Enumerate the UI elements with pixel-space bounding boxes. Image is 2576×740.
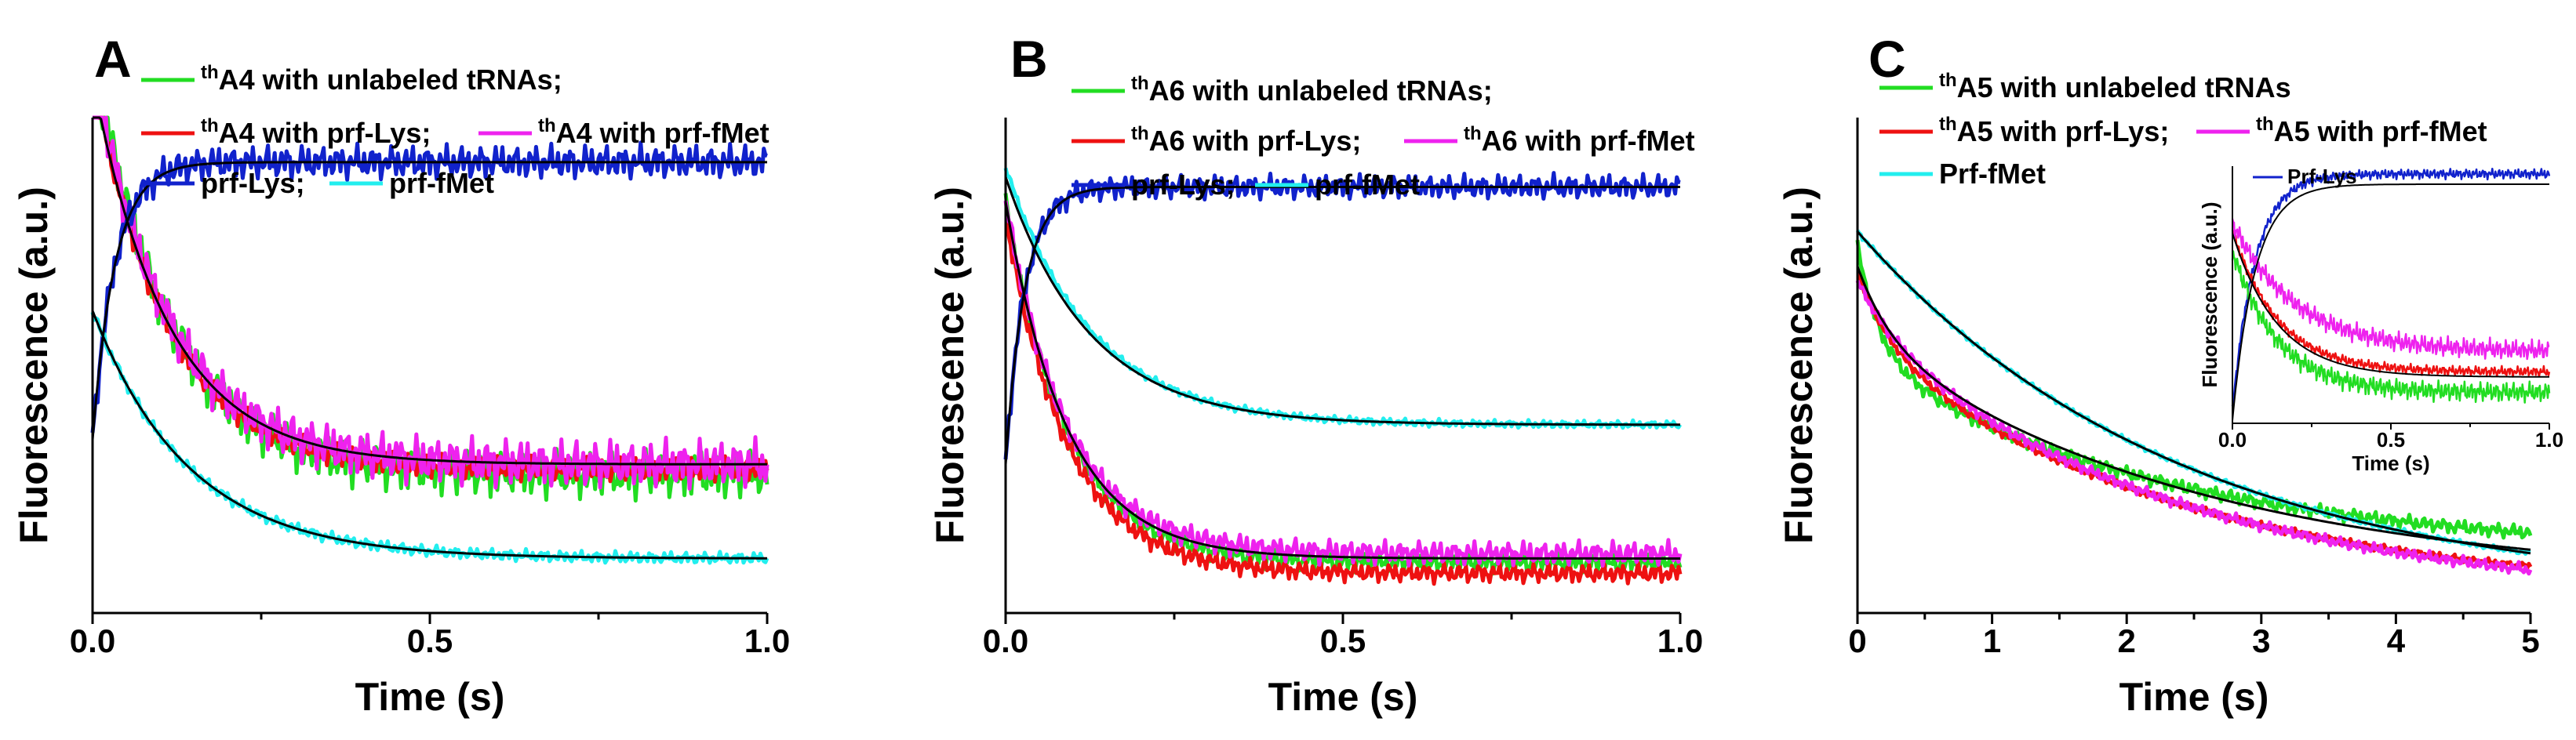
- fit-curve: [1004, 201, 1680, 560]
- legend-label-a-green: thA4 with unlabeled tRNAs;: [201, 62, 562, 96]
- legend-label-c-cyan: Prf-fMet: [1939, 158, 2046, 190]
- legend-label-b-cyan: prf-fMet: [1315, 169, 1420, 201]
- series-red-line: [2231, 230, 2551, 378]
- x-tick-label: 1: [1983, 622, 2001, 659]
- x-tick-label: 5: [2521, 622, 2539, 659]
- legend-label-b-blue: prf-Lys;: [1131, 169, 1235, 201]
- fit-curve: [2232, 183, 2549, 421]
- series-blue-line: [1003, 171, 1681, 460]
- legend-label-c-magenta: thA5 with prf-fMet: [2256, 114, 2487, 147]
- legend-label-a-blue: prf-Lys;: [201, 167, 305, 199]
- legend-label-c-green: thA5 with unlabeled tRNAs: [1939, 70, 2291, 103]
- x-tick-label: 0.0: [2218, 428, 2247, 452]
- fit-curve: [1856, 266, 2531, 551]
- panel-b-series: [1003, 167, 1683, 586]
- panel-c: C 0 1 2 3 4 5 Time (s) Fluorescence (a.u.) th…: [1777, 30, 2563, 719]
- fit-curve: [91, 161, 767, 440]
- x-tick-label: 2: [2118, 622, 2136, 659]
- panel-b-x-ticks: 0.0 0.5 1.0: [983, 613, 1703, 659]
- series-green-line: [2231, 250, 2551, 404]
- panel-letter-c: C: [1868, 30, 1906, 88]
- panel-c-x-title: Time (s): [2119, 675, 2269, 719]
- panel-c-fits: [1856, 230, 2531, 555]
- x-tick-label: 0.5: [407, 622, 453, 659]
- x-tick-label: 1.0: [744, 622, 790, 659]
- panel-c-series: [1855, 229, 2533, 576]
- panel-a-y-title: Fluorescence (a.u.): [12, 187, 56, 544]
- inset-series: [2231, 167, 2551, 407]
- panel-b-x-title: Time (s): [1268, 675, 1418, 719]
- inset-legend-label: Prf-Lys: [2287, 165, 2357, 188]
- panel-a-fits: [91, 116, 767, 560]
- x-tick-label: 0.0: [70, 622, 115, 659]
- x-tick-label: 1.0: [2535, 428, 2563, 452]
- legend-label-b-green: thA6 with unlabeled tRNAs;: [1131, 73, 1493, 107]
- panel-b: B 0.0 0.5 1.0 Time (s) Fluorescence (a.u.)…: [928, 30, 1703, 719]
- panel-b-y-title: Fluorescence (a.u.): [928, 187, 972, 544]
- series-magenta-line: [1003, 200, 1683, 568]
- legend-label-a-magenta: thA4 with prf-fMet: [538, 115, 770, 149]
- x-tick-label: 0: [1848, 622, 1866, 659]
- legend-label-a-red: thA4 with prf-Lys;: [201, 115, 431, 149]
- fit-curve: [1856, 230, 2531, 555]
- inset-y-title: Fluorescence (a.u.): [2198, 202, 2221, 388]
- x-tick-label: 1.0: [1657, 622, 1703, 659]
- legend-label-b-red: thA6 with prf-Lys;: [1131, 123, 1361, 157]
- panel-a-x-ticks: 0.0 0.5 1.0: [70, 613, 790, 659]
- x-tick-label: 4: [2387, 622, 2406, 659]
- series-blue-line: [2231, 167, 2551, 407]
- panel-a: A 0.0 0.5 1.0 Time (s) Fluorescence (a.u.)…: [12, 30, 790, 719]
- legend-label-b-magenta: thA6 with prf-fMet: [1464, 123, 1695, 157]
- x-tick-label: 0.0: [983, 622, 1028, 659]
- panel-c-y-title: Fluorescence (a.u.): [1777, 187, 1821, 544]
- fit-curve: [93, 116, 767, 466]
- panel-c-inset: 0.0 0.5 1.0 Time (s) Fluorescence (a.u.) P…: [2198, 165, 2563, 475]
- panel-c-legend: thA5 with unlabeled tRNAs thA5 with prf-…: [1879, 70, 2487, 190]
- legend-label-c-red: thA5 with prf-Lys;: [1939, 114, 2169, 147]
- panel-a-x-title: Time (s): [355, 675, 505, 719]
- fit-curve: [91, 310, 767, 560]
- fit-curve: [1004, 186, 1680, 465]
- panel-letter-a: A: [94, 30, 132, 88]
- x-tick-label: 0.5: [2377, 428, 2405, 452]
- panel-letter-b: B: [1010, 30, 1048, 88]
- panel-b-fits: [1004, 176, 1680, 560]
- series-magenta-line: [2231, 218, 2550, 361]
- series-green-line: [1003, 193, 1683, 576]
- inset-x-title: Time (s): [2352, 452, 2429, 475]
- series-magenta-line: [1855, 280, 2533, 576]
- panel-b-legend: thA6 with unlabeled tRNAs; thA6 with prf…: [1072, 73, 1695, 201]
- fit-curve: [1004, 176, 1680, 426]
- panel-c-x-ticks: 0 1 2 3 4 5: [1848, 613, 2540, 659]
- series-cyan-line: [1003, 167, 1683, 430]
- panel-a-legend: thA4 with unlabeled tRNAs; thA4 with prf…: [141, 62, 770, 199]
- x-tick-label: 0.5: [1320, 622, 1366, 659]
- x-tick-label: 3: [2252, 622, 2270, 659]
- fit-curve: [2232, 233, 2549, 378]
- inset-x-ticks: 0.0 0.5 1.0: [2218, 423, 2563, 452]
- legend-label-a-cyan: prf-fMet: [389, 167, 494, 199]
- inset-fits: [2232, 183, 2549, 421]
- series-red-line: [1004, 222, 1683, 586]
